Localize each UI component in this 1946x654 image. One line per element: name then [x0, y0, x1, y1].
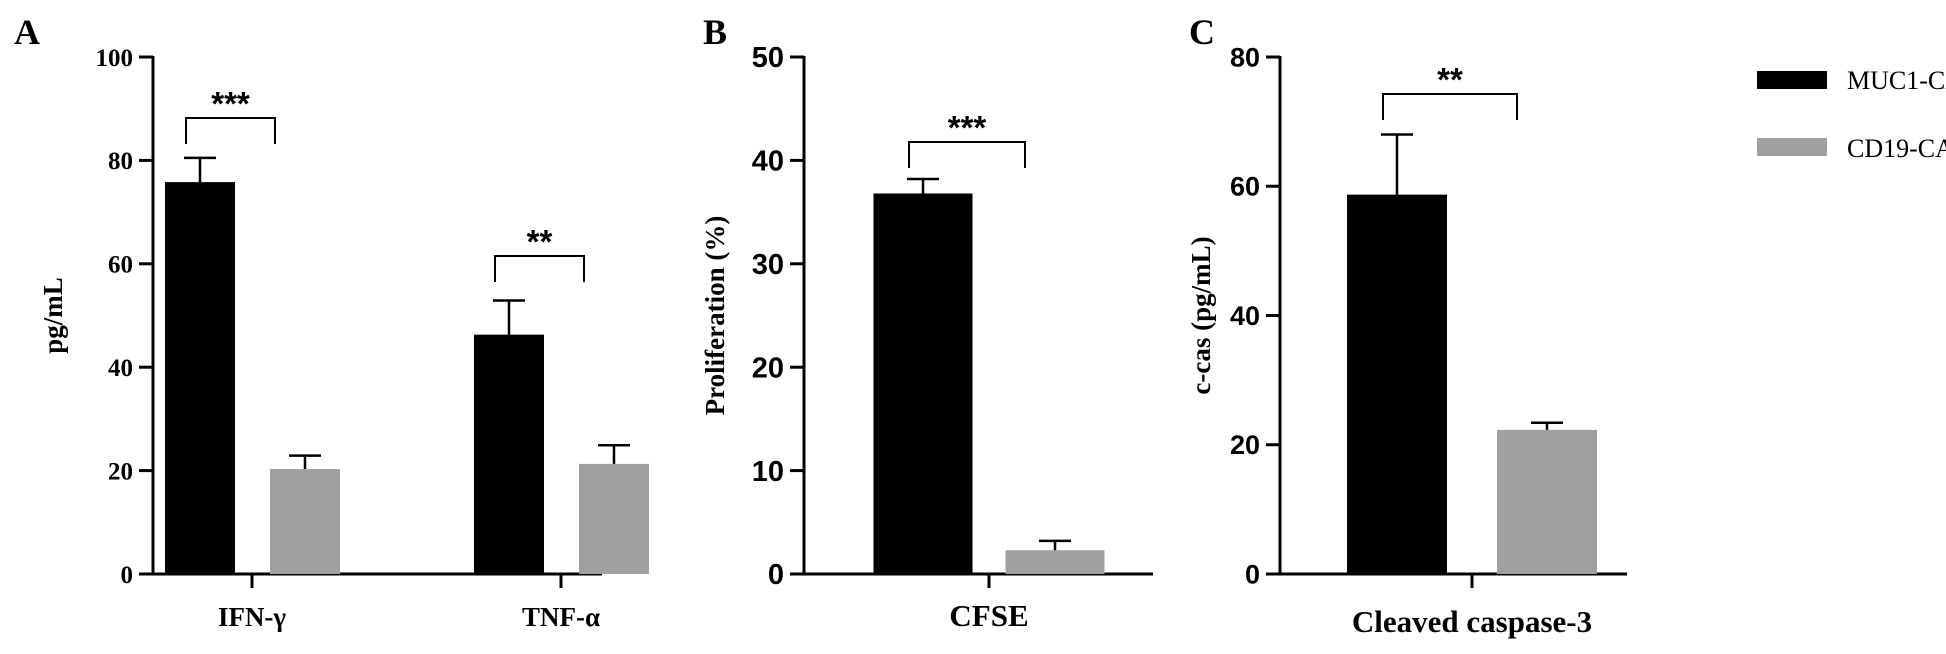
y-tick-label: 0	[1245, 559, 1260, 589]
y-tick-label: 80	[108, 148, 133, 175]
bar-muc1-cart	[474, 334, 544, 574]
error-bar	[1381, 133, 1413, 195]
y-tick-label: 30	[752, 249, 784, 281]
x-tick-label: IFN-γ	[218, 602, 286, 632]
panel-letter: B	[703, 12, 727, 52]
y-tick-label: 20	[752, 352, 784, 384]
error-bar	[1531, 421, 1563, 430]
bar-cd19-cart	[1497, 429, 1597, 574]
significance-bracket	[1382, 93, 1518, 120]
y-tick-label: 10	[752, 456, 784, 488]
y-tick-label: 60	[108, 252, 133, 279]
bar-muc1-cart	[165, 182, 235, 574]
y-tick-label: 20	[108, 458, 133, 485]
chart-panel-b: B 0 10 20 30 40 50 Proliferation (%) CFSE ***	[700, 12, 1153, 633]
significance-bracket	[494, 255, 585, 282]
significance-label: ***	[211, 85, 250, 122]
x-tick-label: Cleaved caspase-3	[1352, 604, 1592, 639]
error-bar	[289, 454, 321, 470]
significance-bracket	[908, 141, 1026, 168]
y-axis-label: Proliferation (%)	[700, 216, 730, 416]
y-tick-label: 0	[768, 559, 784, 591]
significance-bracket	[185, 117, 276, 144]
error-bar	[184, 156, 216, 183]
error-bar	[598, 444, 630, 464]
legend-label: MUC1-CART	[1847, 66, 1946, 95]
y-axis-label: pg/mL	[38, 277, 68, 354]
y-tick-label: 60	[1230, 172, 1260, 202]
chart-panel-c: C 0 20 40 60 80 c-cas (pg/mL) Cleaved caspase-3…	[1186, 12, 1627, 639]
x-tick-label: TNF-α	[522, 602, 600, 632]
legend-label: CD19-CART	[1847, 134, 1946, 163]
y-tick-label: 80	[1230, 42, 1260, 72]
panel-letter: C	[1189, 12, 1215, 52]
y-tick-label: 20	[1230, 430, 1260, 460]
bar-cd19-cart	[270, 469, 340, 574]
x-tick-label: CFSE	[949, 598, 1028, 633]
error-bar	[1039, 539, 1071, 551]
legend: MUC1-CART CD19-CART	[1757, 66, 1946, 163]
legend-swatch	[1757, 138, 1827, 156]
significance-label: ***	[948, 109, 987, 146]
y-tick-label: 40	[1230, 301, 1260, 331]
y-tick-label: 40	[108, 355, 133, 382]
bar-cd19-cart	[579, 463, 649, 574]
error-bar	[493, 299, 525, 335]
significance-label: **	[527, 223, 553, 260]
bar-cd19-cart	[1005, 550, 1105, 574]
y-axis-label: c-cas (pg/mL)	[1186, 236, 1216, 394]
error-bar	[907, 177, 939, 194]
significance-label: **	[1437, 61, 1463, 98]
y-tick-label: 100	[96, 45, 134, 72]
y-tick-label: 40	[752, 146, 784, 178]
y-tick-label: 0	[121, 562, 134, 589]
legend-swatch	[1757, 71, 1827, 89]
y-tick-label: 50	[752, 42, 784, 74]
bar-muc1-cart	[1347, 194, 1447, 574]
panel-letter: A	[14, 12, 40, 52]
bar-muc1-cart	[873, 193, 973, 574]
